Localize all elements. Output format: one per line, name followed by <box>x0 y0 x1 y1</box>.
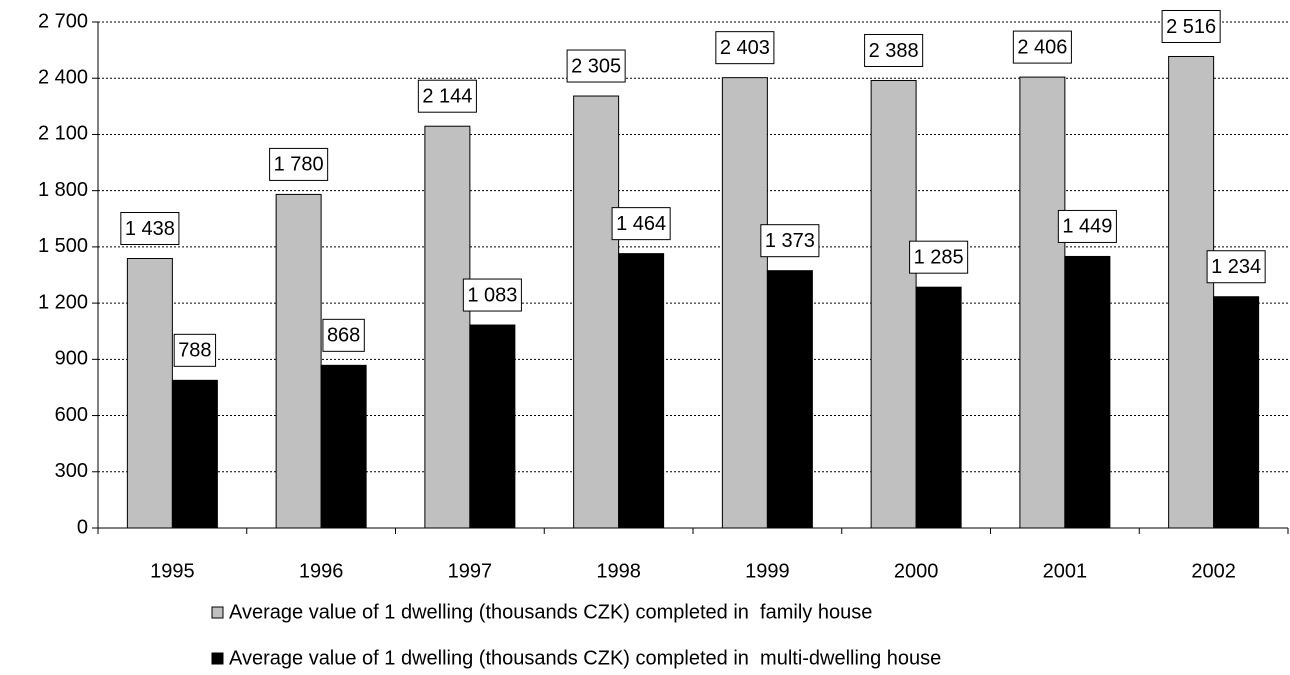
value-label: 1 285 <box>914 246 964 268</box>
x-tick-label: 2002 <box>1191 560 1236 582</box>
x-tick-label: 1998 <box>596 560 641 582</box>
value-label-box <box>715 31 775 65</box>
legend-swatch <box>211 652 224 665</box>
bar <box>126 258 173 529</box>
value-label: 2 403 <box>720 37 770 59</box>
value-label-box <box>417 79 477 113</box>
bar <box>1064 255 1111 529</box>
value-label: 1 449 <box>1062 216 1112 238</box>
bar <box>469 324 516 529</box>
value-label: 1 464 <box>616 213 666 235</box>
value-label: 788 <box>178 340 211 362</box>
bar <box>870 79 917 529</box>
y-tick-label: 300 <box>55 460 88 482</box>
y-tick-label: 1 200 <box>38 291 88 313</box>
x-tick-label: 1997 <box>448 560 493 582</box>
y-tick-label: 900 <box>55 348 88 370</box>
value-label: 2 388 <box>869 40 919 62</box>
x-tick-label: 1999 <box>745 560 790 582</box>
bar <box>573 95 620 529</box>
bar <box>1168 55 1215 529</box>
value-label-box <box>611 207 671 241</box>
value-label-box <box>566 49 626 83</box>
value-label: 2 144 <box>422 85 472 107</box>
value-label-box <box>909 240 969 274</box>
value-label: 2 406 <box>1017 36 1067 58</box>
x-tick-label: 2000 <box>894 560 939 582</box>
x-tick-label: 1996 <box>299 560 344 582</box>
legend-label: Average value of 1 dwelling (thousands C… <box>229 647 941 669</box>
y-tick-label: 1 800 <box>38 179 88 201</box>
y-tick-label: 1 500 <box>38 235 88 257</box>
legend-label: Average value of 1 dwelling (thousands C… <box>229 601 872 623</box>
value-label-box <box>760 224 820 258</box>
y-tick-label: 2 100 <box>38 123 88 145</box>
value-label-box <box>462 278 522 312</box>
y-tick-label: 0 <box>77 516 88 538</box>
x-tick-label: 2001 <box>1043 560 1088 582</box>
value-label-box <box>1012 30 1072 64</box>
value-label: 2 305 <box>571 55 621 77</box>
value-label-box <box>1206 250 1266 284</box>
bar <box>618 253 665 529</box>
value-label: 1 083 <box>467 284 517 306</box>
x-tick-label: 1995 <box>150 560 195 582</box>
legend-swatch <box>211 606 224 619</box>
bar <box>721 77 768 529</box>
value-label: 1 373 <box>765 230 815 252</box>
value-label-box <box>1161 9 1221 43</box>
y-tick-label: 600 <box>55 404 88 426</box>
bar <box>320 364 367 529</box>
bar <box>1213 296 1260 529</box>
value-label: 1 780 <box>274 154 324 176</box>
bar <box>1019 76 1066 529</box>
bar <box>424 125 471 529</box>
bar <box>171 379 218 529</box>
bar <box>915 286 962 529</box>
value-label: 1 438 <box>125 218 175 240</box>
bar <box>766 270 813 529</box>
value-label-box <box>173 333 217 367</box>
value-label-box <box>1057 209 1117 243</box>
value-label-box <box>864 33 924 67</box>
value-label-box <box>322 318 365 352</box>
bar <box>275 193 322 529</box>
y-tick-label: 2 700 <box>38 10 88 32</box>
value-label: 1 234 <box>1211 256 1261 278</box>
value-label: 868 <box>327 325 360 347</box>
value-label-box <box>269 147 329 181</box>
y-tick-label: 2 400 <box>38 67 88 89</box>
value-label: 2 516 <box>1166 16 1216 38</box>
value-label-box <box>120 212 180 246</box>
